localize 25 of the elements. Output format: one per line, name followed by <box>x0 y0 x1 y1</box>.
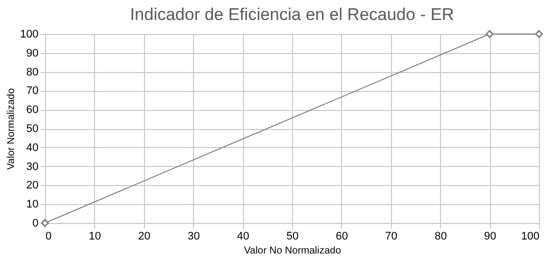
y-tick-label: 30 <box>26 160 38 173</box>
x-tick-label: 90 <box>484 230 496 242</box>
y-tick-label: 100 <box>20 28 38 40</box>
chart-title: Indicador de Eficiencia en el Recaudo - ER <box>130 4 454 24</box>
x-tick-label: 100 <box>521 230 540 242</box>
y-tick-label: 80 <box>26 66 38 78</box>
y-tick-label: 20 <box>26 180 38 192</box>
x-tick-label: 10 <box>88 230 102 242</box>
x-tick-label: 0 <box>46 230 52 242</box>
x-axis-title: Valor No Normalizado <box>244 246 342 256</box>
y-tick-label: 90 <box>26 47 38 60</box>
x-tick-label: 30 <box>188 230 200 242</box>
y-tick-label: 0 <box>32 218 38 230</box>
x-tick-label: 40 <box>236 230 250 242</box>
y-tick-label: 10 <box>26 198 38 211</box>
x-tick-label: 70 <box>385 230 398 242</box>
y-tick-label: 60 <box>26 104 38 116</box>
y-tick-label: 40 <box>26 142 38 154</box>
y-tick-label: 70 <box>26 85 38 98</box>
x-tick-label: 80 <box>434 230 447 242</box>
y-axis-title: Valor Normalizado <box>6 88 18 170</box>
x-tick-label: 20 <box>138 230 150 242</box>
x-tick-label: 60 <box>336 230 348 242</box>
x-tick-label: 50 <box>286 230 299 242</box>
y-tick-label: 50 <box>26 123 38 135</box>
